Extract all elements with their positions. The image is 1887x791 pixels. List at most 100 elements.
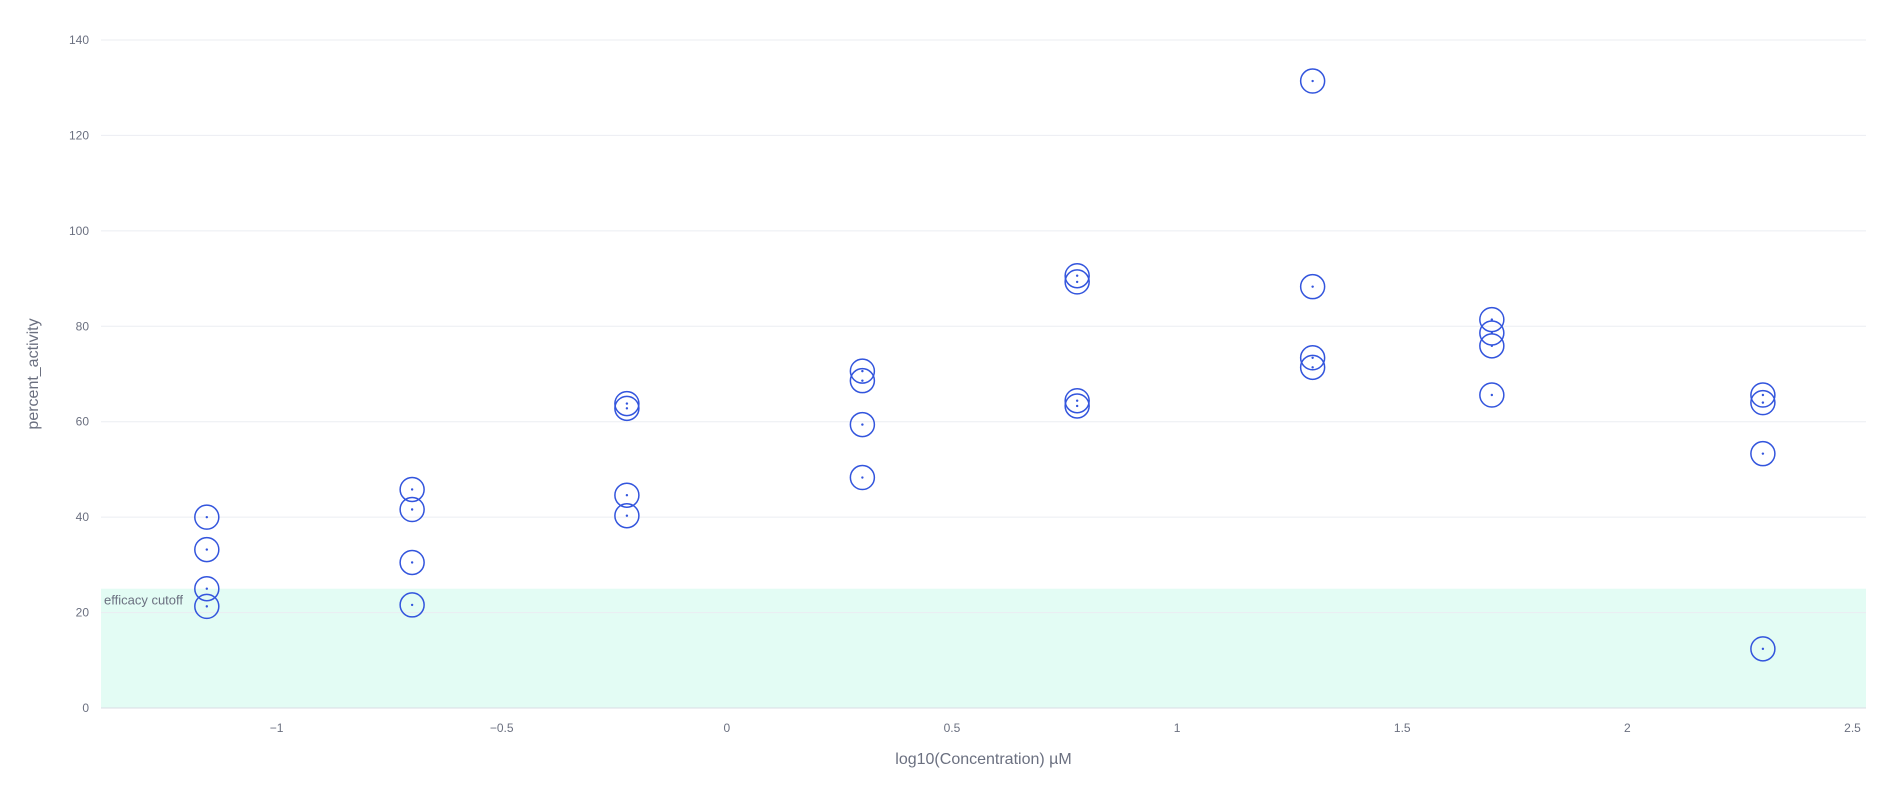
data-point[interactable] <box>1064 269 1090 295</box>
data-point[interactable] <box>1750 382 1776 408</box>
y-tick-label: 80 <box>76 319 90 333</box>
data-point-ring <box>614 395 640 422</box>
data-point-dot <box>410 603 414 607</box>
data-point[interactable] <box>1064 393 1090 419</box>
data-point[interactable] <box>1750 389 1776 416</box>
data-point-dot <box>861 379 864 382</box>
data-point-dot <box>1075 404 1079 408</box>
data-point-ring <box>1479 382 1505 408</box>
data-point[interactable] <box>1299 354 1326 381</box>
data-point-ring <box>849 464 876 491</box>
data-point-dot <box>861 423 864 426</box>
data-point-dot <box>205 548 209 551</box>
data-point-ring <box>849 411 876 438</box>
data-point-dot <box>1490 344 1494 348</box>
data-point[interactable] <box>849 358 876 384</box>
data-point-dot <box>1490 318 1494 321</box>
data-point-ring <box>399 592 425 618</box>
x-axis-title: log10(Concentration) µM <box>895 751 1071 768</box>
x-tick-label: 2.5 <box>1844 721 1861 735</box>
data-point[interactable] <box>1479 333 1505 359</box>
data-point-ring <box>1064 262 1090 289</box>
data-point[interactable] <box>194 593 220 620</box>
x-tick-label: 1.5 <box>1394 721 1411 735</box>
x-tick-label: 0.5 <box>944 721 961 735</box>
data-point-dot <box>1761 393 1765 397</box>
data-point[interactable] <box>1479 320 1505 346</box>
data-point-ring <box>1479 333 1505 359</box>
data-point-ring <box>1064 269 1090 295</box>
data-point-ring <box>399 496 425 523</box>
efficacy-cutoff-label: efficacy cutoff <box>104 593 183 608</box>
data-point[interactable] <box>194 504 220 530</box>
data-point-ring <box>1299 345 1326 371</box>
data-point-dot <box>205 515 209 519</box>
data-point-ring <box>1299 354 1326 381</box>
data-point[interactable] <box>1299 345 1326 371</box>
data-point[interactable] <box>399 592 425 618</box>
y-tick-label: 120 <box>69 128 89 142</box>
data-point-ring <box>1064 393 1090 419</box>
data-point-dot <box>1075 399 1079 402</box>
data-point[interactable] <box>849 411 876 438</box>
y-tick-label: 100 <box>69 224 89 238</box>
x-tick-label: −0.5 <box>490 721 514 735</box>
x-tick-label: −1 <box>270 721 284 735</box>
data-point-dot <box>1490 393 1494 397</box>
data-point-dot <box>625 407 629 410</box>
data-point-dot <box>410 508 414 511</box>
data-point-dot <box>205 587 209 590</box>
efficacy-cutoff-band <box>101 588 1866 708</box>
data-point-ring <box>1750 636 1776 662</box>
data-point[interactable] <box>849 367 876 394</box>
data-point-dot <box>625 514 629 517</box>
data-point[interactable] <box>1299 273 1326 300</box>
data-point-dot <box>1311 366 1314 369</box>
data-point-ring <box>194 536 220 563</box>
data-point-ring <box>849 358 876 384</box>
data-point[interactable] <box>614 502 640 529</box>
data-point[interactable] <box>1750 636 1776 662</box>
data-point-ring <box>1299 68 1326 94</box>
y-tick-label: 140 <box>69 33 89 47</box>
data-point-ring <box>849 367 876 394</box>
data-point-ring <box>1299 273 1326 300</box>
data-point[interactable] <box>1064 262 1090 289</box>
data-point-ring <box>614 502 640 529</box>
data-point[interactable] <box>399 496 425 523</box>
data-point-dot <box>1311 79 1314 83</box>
data-point[interactable] <box>399 549 425 576</box>
data-point[interactable] <box>614 482 640 508</box>
x-tick-label: 0 <box>724 721 731 735</box>
efficacy-band-layer: efficacy cutoff <box>101 588 1866 708</box>
data-point[interactable] <box>1479 382 1505 408</box>
data-point[interactable] <box>1750 440 1776 467</box>
data-point-ring <box>614 390 640 417</box>
data-point-ring <box>1064 387 1090 414</box>
data-point-dot <box>1311 285 1314 288</box>
data-point[interactable] <box>614 395 640 422</box>
y-tick-label: 40 <box>76 510 90 524</box>
x-tick-label: 2 <box>1624 721 1631 735</box>
y-tick-label: 20 <box>76 606 90 620</box>
data-point-dot <box>1311 356 1314 359</box>
y-tick-label: 0 <box>82 701 89 715</box>
y-tick-label: 60 <box>76 415 90 429</box>
data-point[interactable] <box>614 390 640 417</box>
data-point-ring <box>399 476 425 503</box>
data-point[interactable] <box>1479 306 1505 333</box>
data-point[interactable] <box>849 464 876 491</box>
y-axis-title: percent_activity <box>25 318 42 429</box>
data-point-ring <box>1750 382 1776 408</box>
gridlines <box>101 39 1866 709</box>
data-point[interactable] <box>194 536 220 563</box>
data-point-ring <box>194 575 220 602</box>
data-point[interactable] <box>194 575 220 602</box>
data-point[interactable] <box>1299 68 1326 94</box>
data-points <box>194 68 1776 662</box>
data-point-ring <box>194 504 220 530</box>
data-point[interactable] <box>399 476 425 503</box>
data-point-ring <box>1479 306 1505 333</box>
data-point[interactable] <box>1064 387 1090 414</box>
